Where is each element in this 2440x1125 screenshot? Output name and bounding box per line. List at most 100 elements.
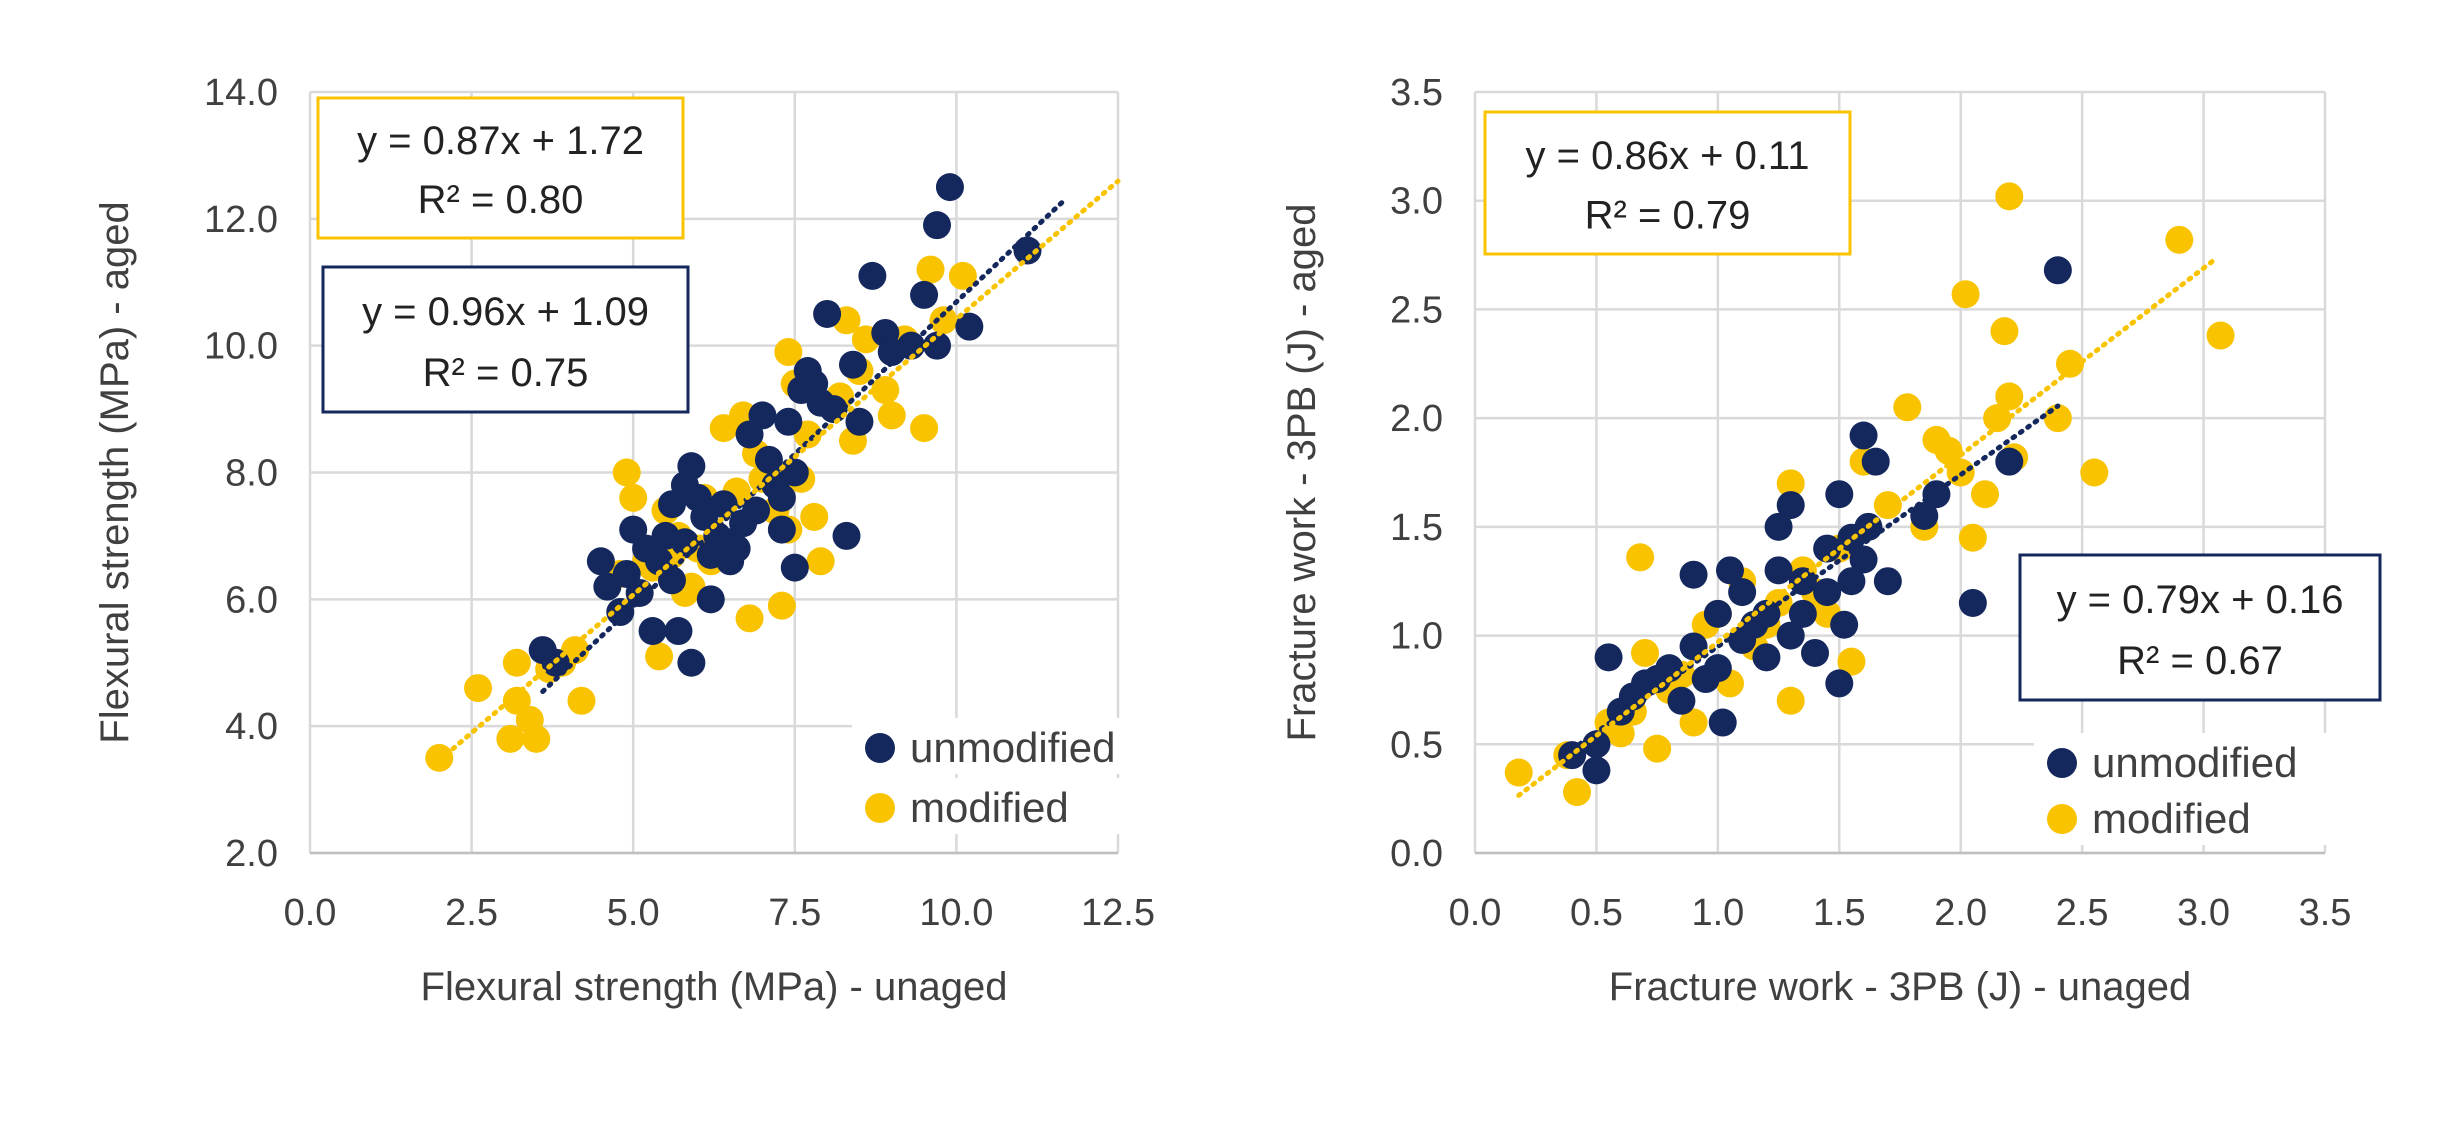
point-unmodified xyxy=(1801,638,1829,667)
point-unmodified xyxy=(1708,708,1737,737)
y-tick-label: 0.5 xyxy=(1390,724,1443,766)
point-modified xyxy=(464,674,493,703)
equation-box-modified xyxy=(316,96,685,240)
point-modified xyxy=(1679,708,1708,737)
point-unmodified xyxy=(1776,491,1805,520)
point-modified xyxy=(774,338,803,367)
point-modified xyxy=(1958,523,1987,552)
legend-bg xyxy=(2034,789,2334,845)
point-unmodified xyxy=(1764,512,1793,541)
point-modified xyxy=(1626,543,1655,572)
point-modified xyxy=(1776,469,1805,498)
r-squared-unmodified: R² = 0.75 xyxy=(423,351,589,395)
point-modified xyxy=(806,547,835,576)
point-unmodified xyxy=(923,211,952,240)
trendline-modified xyxy=(1516,256,2219,798)
y-tick-label: 1.0 xyxy=(1390,616,1443,658)
y-axis-title: Flexural strength (MPa) - aged xyxy=(93,201,137,743)
point-modified xyxy=(2206,321,2235,350)
legend-bg xyxy=(852,778,1152,834)
point-modified xyxy=(612,458,641,487)
x-axis-title: Fracture work - 3PB (J) - unaged xyxy=(1609,965,2191,1009)
y-tick-label: 8.0 xyxy=(225,453,278,495)
point-unmodified xyxy=(722,534,751,563)
point-unmodified xyxy=(1703,654,1732,683)
x-tick-label: 7.5 xyxy=(768,892,821,934)
point-unmodified xyxy=(1825,480,1854,509)
point-modified xyxy=(800,502,829,531)
equation-unmodified: y = 0.79x + 0.16 xyxy=(2057,578,2344,622)
point-unmodified xyxy=(1728,578,1757,607)
point-modified xyxy=(1893,393,1922,422)
y-tick-label: 12.0 xyxy=(204,199,278,241)
y-tick-label: 2.5 xyxy=(1390,289,1443,331)
y-tick-label: 3.5 xyxy=(1390,72,1443,114)
equation-box-unmodified xyxy=(2018,553,2382,702)
point-unmodified xyxy=(813,299,842,328)
equation-unmodified: y = 0.96x + 1.09 xyxy=(362,290,649,334)
x-tick-label: 2.5 xyxy=(445,892,498,934)
series-unmodified xyxy=(528,173,1042,677)
legend-bg xyxy=(2034,733,2334,789)
legend-label-unmodified: unmodified xyxy=(910,724,1115,771)
point-unmodified xyxy=(845,407,874,436)
point-modified xyxy=(1504,758,1533,787)
point-unmodified xyxy=(1849,421,1878,450)
point-unmodified xyxy=(586,547,615,576)
point-modified xyxy=(522,724,551,753)
x-tick-label: 0.0 xyxy=(284,892,337,934)
point-modified xyxy=(910,414,939,443)
point-unmodified xyxy=(1788,599,1817,628)
point-unmodified xyxy=(780,553,809,582)
point-unmodified xyxy=(774,407,803,436)
point-modified xyxy=(929,306,958,335)
y-tick-label: 3.0 xyxy=(1390,181,1443,223)
x-tick-label: 1.0 xyxy=(1691,892,1744,934)
point-unmodified xyxy=(1679,560,1708,589)
point-unmodified xyxy=(1764,556,1793,585)
y-tick-label: 1.5 xyxy=(1390,507,1443,549)
point-unmodified xyxy=(742,496,771,525)
legend-label-modified: modified xyxy=(2092,795,2251,842)
point-modified xyxy=(567,686,596,715)
point-modified xyxy=(1643,734,1672,763)
point-modified xyxy=(2165,225,2194,254)
point-unmodified xyxy=(935,173,964,202)
point-unmodified xyxy=(1995,447,2024,476)
legend-marker-modified xyxy=(2047,804,2077,834)
point-modified xyxy=(916,255,945,284)
point-unmodified xyxy=(767,483,796,512)
point-modified xyxy=(1837,647,1866,676)
point-modified xyxy=(1990,317,2019,346)
legend: unmodified modified xyxy=(2034,733,2334,845)
point-modified xyxy=(1951,280,1980,309)
point-modified xyxy=(1873,491,1902,520)
point-modified xyxy=(1606,719,1635,748)
r-squared-modified: R² = 0.80 xyxy=(418,178,584,222)
point-modified xyxy=(1995,182,2024,211)
point-unmodified xyxy=(819,395,848,424)
point-unmodified xyxy=(1922,480,1951,509)
point-modified xyxy=(1983,404,2012,433)
point-modified xyxy=(735,604,764,633)
y-tick-label: 14.0 xyxy=(204,72,278,114)
point-unmodified xyxy=(1861,447,1890,476)
point-unmodified xyxy=(1813,578,1842,607)
x-axis-title: Flexural strength (MPa) - unaged xyxy=(421,965,1008,1009)
y-tick-label: 2.0 xyxy=(1390,398,1443,440)
point-unmodified xyxy=(1667,686,1696,715)
y-tick-label: 6.0 xyxy=(225,579,278,621)
point-unmodified xyxy=(606,598,635,627)
point-unmodified xyxy=(677,452,706,481)
point-modified xyxy=(877,401,906,430)
point-unmodified xyxy=(1873,567,1902,596)
x-tick-label: 5.0 xyxy=(607,892,660,934)
point-unmodified xyxy=(677,648,706,677)
point-unmodified xyxy=(1788,567,1817,596)
equation-box-modified xyxy=(1483,110,1852,256)
y-tick-label: 0.0 xyxy=(1390,833,1443,875)
legend-label-modified: modified xyxy=(910,784,1069,831)
point-modified xyxy=(1971,480,1999,509)
point-unmodified xyxy=(748,401,777,430)
